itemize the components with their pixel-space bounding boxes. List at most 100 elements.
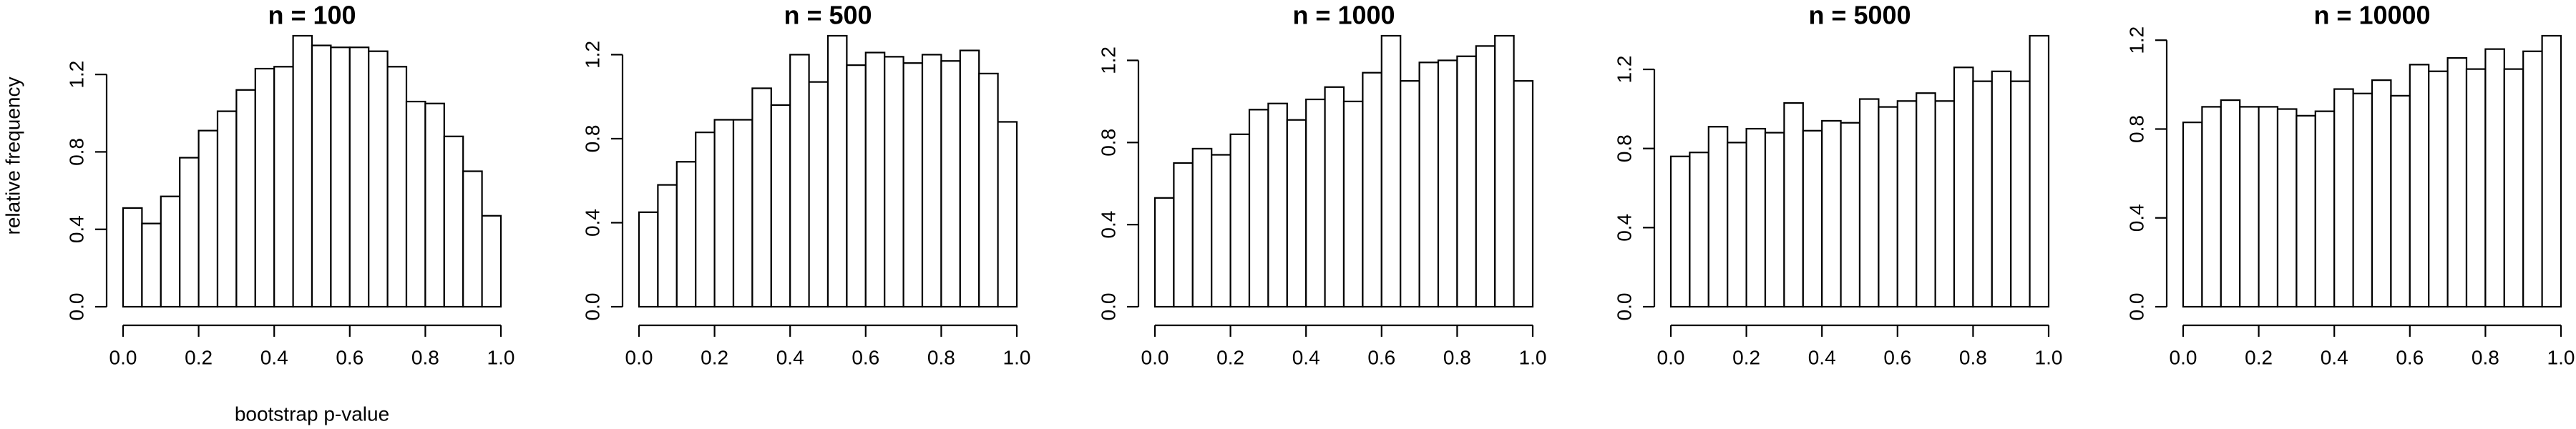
bar — [751, 87, 772, 308]
bar — [826, 34, 848, 308]
y-axis-label: relative frequency — [1, 77, 24, 235]
y-tick-label: 0.4 — [65, 215, 87, 243]
bar — [732, 119, 753, 308]
bar — [2220, 99, 2241, 308]
bar — [695, 132, 716, 308]
bar — [160, 195, 181, 308]
bar — [405, 100, 426, 308]
y-tick-label: 0.8 — [1097, 129, 1119, 157]
x-tick-label: 0.2 — [701, 346, 728, 368]
x-tick-label: 0.0 — [109, 346, 137, 368]
bar — [1362, 72, 1382, 308]
bar — [884, 56, 904, 308]
bar — [2428, 70, 2449, 308]
bar — [1745, 127, 1767, 308]
bar — [2371, 79, 2392, 308]
bar — [1229, 133, 1251, 308]
bar — [1991, 70, 2012, 308]
x-tick-label: 0.0 — [1657, 346, 1685, 368]
x-tick-label: 0.6 — [336, 346, 364, 368]
bar — [864, 51, 886, 308]
x-tick-label: 1.0 — [1003, 346, 1031, 368]
y-tick-label: 0.0 — [65, 293, 87, 321]
y-tick-label: 0.0 — [1097, 293, 1119, 321]
bar — [1972, 80, 1993, 308]
bar — [1267, 102, 1288, 308]
bar — [1840, 122, 1861, 308]
panel-title: n = 500 — [784, 1, 872, 30]
y-tick-label: 0.0 — [581, 293, 603, 321]
bar — [921, 54, 942, 308]
panel-title: n = 10000 — [2313, 1, 2430, 30]
bar — [657, 184, 678, 308]
x-tick-label: 0.0 — [625, 346, 653, 368]
panel-title: n = 1000 — [1292, 1, 1395, 30]
bar — [1191, 147, 1213, 308]
x-tick-label: 0.0 — [2170, 346, 2197, 368]
bar — [902, 62, 924, 308]
y-tick-label: 1.2 — [1097, 46, 1119, 74]
bar — [2010, 80, 2031, 308]
y-tick-label: 0.0 — [1613, 293, 1635, 321]
bar — [1475, 45, 1496, 308]
bar — [846, 64, 867, 308]
x-axis-label: bootstrap p-value — [235, 403, 389, 425]
y-tick-label: 0.0 — [2125, 293, 2147, 321]
y-tick-label: 1.2 — [581, 41, 603, 69]
bar — [1727, 142, 1747, 308]
bar — [311, 44, 332, 308]
bar — [1380, 34, 1402, 308]
y-tick-label: 0.4 — [1097, 211, 1119, 239]
bar — [1211, 154, 1231, 308]
bar — [2484, 48, 2505, 308]
bar — [1896, 100, 1918, 308]
x-tick-label: 0.8 — [2472, 346, 2499, 368]
bar — [1689, 152, 1709, 308]
bar — [997, 121, 1018, 308]
x-tick-label: 0.6 — [2396, 346, 2424, 368]
bar — [1858, 98, 1880, 308]
x-tick-label: 0.4 — [260, 346, 288, 368]
bar — [770, 104, 791, 308]
bar — [216, 110, 238, 308]
x-tick-label: 0.0 — [1141, 346, 1169, 368]
y-tick-label: 0.4 — [2125, 204, 2147, 232]
bar — [2029, 34, 2050, 308]
bar — [638, 211, 659, 308]
bar — [122, 207, 143, 308]
bar — [1821, 119, 1842, 308]
bar — [2465, 68, 2487, 308]
bar — [462, 170, 483, 308]
bar — [1418, 61, 1440, 308]
bar — [2409, 64, 2430, 308]
y-tick-label: 0.8 — [581, 124, 603, 152]
bar — [292, 34, 313, 308]
bar — [386, 66, 408, 308]
x-tick-label: 0.4 — [776, 346, 804, 368]
y-tick-label: 0.8 — [2125, 115, 2147, 143]
bar — [1878, 106, 1898, 308]
bar — [348, 46, 370, 308]
bar — [1783, 102, 1804, 308]
x-tick-label: 0.6 — [1367, 346, 1395, 368]
x-tick-label: 0.6 — [1883, 346, 1911, 368]
bar — [1669, 155, 1691, 308]
bar — [2258, 106, 2279, 308]
bar — [675, 161, 697, 308]
bar — [1342, 100, 1364, 308]
y-tick-label: 1.2 — [1613, 56, 1635, 84]
bar — [1934, 100, 1956, 308]
x-tick-label: 0.4 — [2321, 346, 2348, 368]
bar — [1953, 66, 1974, 308]
bar — [2314, 110, 2336, 308]
x-tick-label: 0.4 — [1808, 346, 1836, 368]
bar — [330, 46, 351, 308]
bar — [2522, 50, 2543, 308]
bar — [1916, 92, 1936, 308]
bar — [940, 60, 961, 308]
bar — [1437, 59, 1458, 308]
y-tick-label: 1.2 — [65, 61, 87, 89]
bar — [1707, 126, 1729, 308]
y-tick-label: 0.8 — [1613, 134, 1635, 162]
